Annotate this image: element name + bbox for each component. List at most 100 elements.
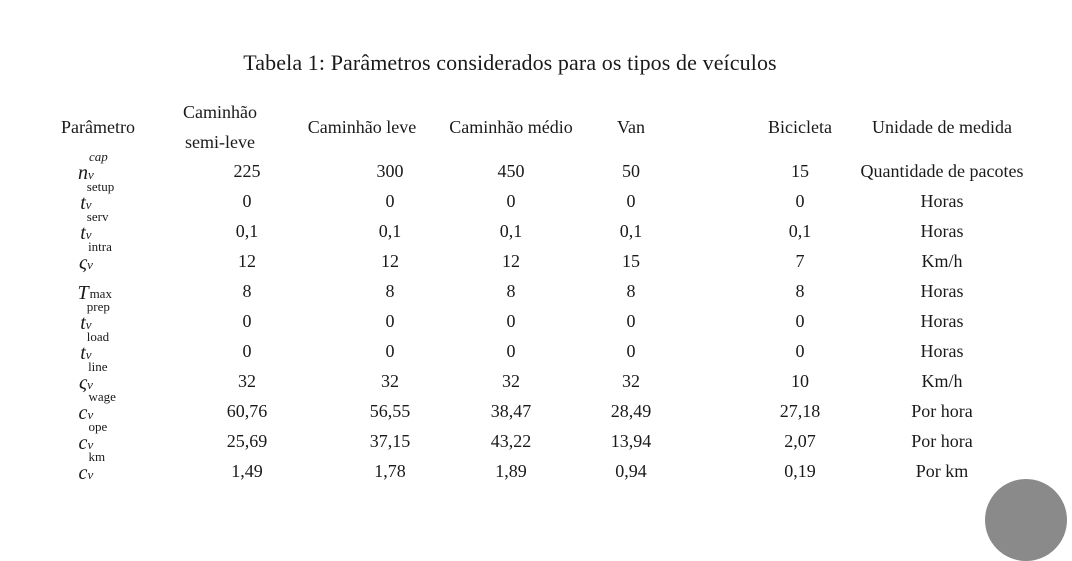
table-cell-bicicleta: 0 xyxy=(795,341,805,361)
parameter-indices: serv v xyxy=(86,210,116,241)
header-van-label: Van xyxy=(617,117,645,137)
header-van: Van xyxy=(617,112,645,142)
parameter-symbol: t setup v xyxy=(80,180,116,214)
table-cell-bicicleta: 8 xyxy=(795,281,805,301)
parameter-subscript: v xyxy=(87,437,94,452)
table-cell-medio: 12 xyxy=(502,251,520,271)
table-cell-van: 0 xyxy=(626,341,636,361)
table-cell-van: 32 xyxy=(622,371,640,391)
parameter-indices: prep v xyxy=(85,300,116,332)
table-cell-leve: 300 xyxy=(376,161,404,181)
parameter-symbol: t serv v xyxy=(80,210,116,244)
parameter-indices: intra v xyxy=(87,240,117,272)
parameter-subscript: v xyxy=(88,167,94,182)
header-parametro: Parâmetro xyxy=(61,112,135,142)
header-unidade-label: Unidade de medida xyxy=(872,117,1012,137)
header-parametro-label: Parâmetro xyxy=(61,117,135,137)
table-cell-semi-leve: 25,69 xyxy=(226,431,268,451)
parameter-indices: max xyxy=(89,279,119,301)
table-cell-medio: 0,1 xyxy=(499,221,523,241)
table-cell-semi-leve: 0,1 xyxy=(235,221,259,241)
parameter-base: c xyxy=(78,462,88,484)
table-cell-bicicleta: 2,07 xyxy=(784,431,816,451)
parameter-symbol: c wage v xyxy=(79,390,118,423)
table-cell-bicicleta: 10 xyxy=(791,371,809,391)
parameter-indices: cap v xyxy=(88,150,118,182)
table-cell-unidade: Km/h xyxy=(921,251,963,271)
parameter-subscript: v xyxy=(85,197,92,212)
parameter-base: t xyxy=(80,342,86,364)
floating-action-circle[interactable] xyxy=(985,479,1067,561)
parameter-subscript: max xyxy=(89,286,112,301)
table-cell-bicicleta: 27,18 xyxy=(779,401,821,421)
parameter-base: ς xyxy=(78,252,88,274)
parameter-subscript: v xyxy=(87,467,94,482)
parameter-base: T xyxy=(77,282,89,304)
page: { "caption": "Tabela 1: Parâmetros consi… xyxy=(61,50,1067,561)
table-cell-van: 28,49 xyxy=(610,401,652,421)
header-caminhao-medio: Caminhão médio xyxy=(449,112,572,142)
parameter-superscript: setup xyxy=(86,179,115,194)
parameter-base: ς xyxy=(78,372,88,394)
table-cell-semi-leve: 60,76 xyxy=(226,401,268,421)
parameter-superscript: line xyxy=(88,359,108,374)
table-cell-leve: 0 xyxy=(385,191,395,211)
table-cell-van: 15 xyxy=(622,251,640,271)
table-cell-unidade: Horas xyxy=(920,221,964,241)
parameter-superscript: prep xyxy=(86,299,110,314)
table-cell-semi-leve: 225 xyxy=(233,161,261,181)
table-cell-medio: 450 xyxy=(497,161,525,181)
parameter-base: t xyxy=(80,222,86,244)
parameter-symbol: t load v xyxy=(80,330,116,364)
parameter-symbol: c km v xyxy=(78,450,118,484)
parameter-superscript: km xyxy=(88,449,106,464)
parameter-superscript: ope xyxy=(88,419,108,434)
table-cell-unidade: Por km xyxy=(915,461,969,481)
parameter-base: t xyxy=(80,192,86,214)
table-cell-unidade: Km/h xyxy=(921,371,963,391)
parameter-subscript: v xyxy=(85,317,92,332)
table-cell-medio: 0 xyxy=(506,191,516,211)
parameter-symbol: ς line v xyxy=(78,360,117,394)
table-cell-medio: 1,89 xyxy=(495,461,527,481)
table-cell-medio: 8 xyxy=(506,281,516,301)
table-cell-van: 0,94 xyxy=(615,461,647,481)
table-cell-leve: 56,55 xyxy=(369,401,411,421)
table-cell-leve: 32 xyxy=(381,371,399,391)
parameter-symbol: c ope v xyxy=(78,420,118,454)
table-cell-unidade: Horas xyxy=(920,281,964,301)
parameter-superscript: serv xyxy=(86,209,109,224)
table-cell-bicicleta: 0,1 xyxy=(788,221,812,241)
parameter-superscript: wage xyxy=(88,389,116,404)
table-cell-bicicleta: 7 xyxy=(795,251,805,271)
table-cell-bicicleta: 15 xyxy=(791,161,809,181)
table-cell-semi-leve: 1,49 xyxy=(231,461,263,481)
table-cell-leve: 0,1 xyxy=(378,221,402,241)
header-leve-label: Caminhão leve xyxy=(307,117,417,137)
parameter-base: n xyxy=(78,162,88,184)
table-cell-semi-leve: 32 xyxy=(238,371,256,391)
table-cell-medio: 0 xyxy=(506,311,516,331)
table-cell-unidade: Horas xyxy=(920,311,964,331)
table-cell-unidade: Por hora xyxy=(911,401,973,421)
parameter-subscript: v xyxy=(87,407,94,422)
table-cell-van: 13,94 xyxy=(610,431,652,451)
table-cell-leve: 37,15 xyxy=(369,431,411,451)
table-cell-leve: 0 xyxy=(385,311,395,331)
header-unidade: Unidade de medida xyxy=(872,112,1012,142)
table-cell-van: 0 xyxy=(626,191,636,211)
header-bicicleta: Bicicleta xyxy=(768,112,832,142)
table-cell-leve: 12 xyxy=(381,251,399,271)
parameter-indices: line v xyxy=(87,360,117,391)
parameter-symbol: ς intra v xyxy=(78,240,117,274)
parameter-subscript: v xyxy=(87,257,93,272)
parameter-superscript: intra xyxy=(88,239,112,254)
parameter-symbol: n cap v xyxy=(78,150,118,184)
table-cell-medio: 43,22 xyxy=(490,431,532,451)
table-cell-bicicleta: 0 xyxy=(795,311,805,331)
table-cell-medio: 38,47 xyxy=(490,401,532,421)
table-caption: Tabela 1: Parâmetros considerados para o… xyxy=(243,50,777,75)
table-cell-unidade: Quantidade de pacotes xyxy=(860,161,1024,181)
table-cell-unidade: Horas xyxy=(920,341,964,361)
parameter-base: c xyxy=(78,432,88,454)
